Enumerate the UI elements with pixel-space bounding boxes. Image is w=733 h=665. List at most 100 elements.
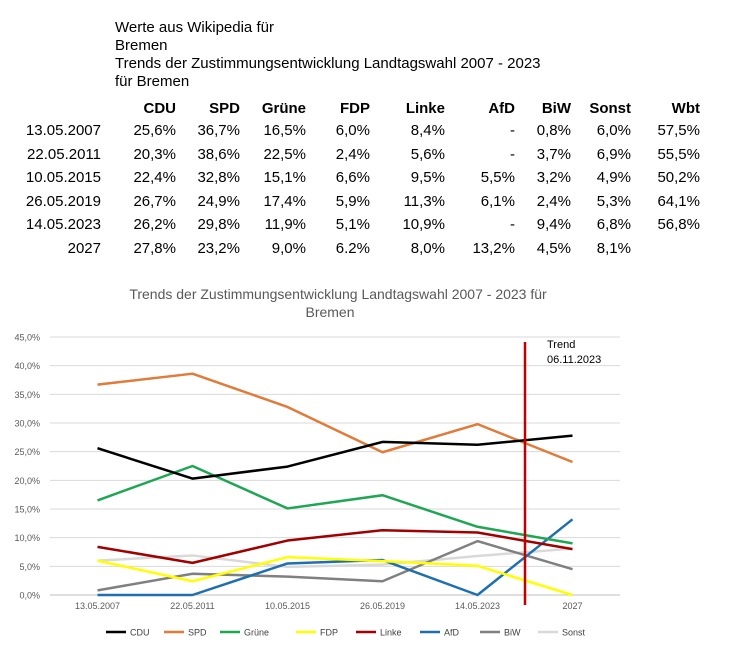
column-header: FDP (340, 99, 370, 117)
table-row: 14.05.2023 26,2% 29,8% 11,9% 5,1% 10,9% - 9,4% 6… (10, 213, 700, 237)
table-cell: 8,4% (410, 122, 445, 140)
table-cell: - (510, 122, 515, 140)
column-header: AfD (488, 99, 515, 117)
table-cell: 3,2% (536, 169, 571, 187)
series-line-linke (97, 528, 573, 565)
chart-title-line-2: Bremen (305, 304, 354, 320)
column-header: SPD (209, 99, 240, 117)
y-tick-label: 25,0% (14, 447, 40, 457)
table-cell: 11,9% (264, 216, 306, 234)
x-tick-label: 26.05.2019 (360, 601, 405, 611)
table-cell: 56,8% (657, 216, 700, 234)
y-tick-label: 20,0% (14, 476, 40, 486)
table-row: 10.05.2015 22,4% 32,8% 15,1% 6,6% 9,5% 5,5% 3,2… (10, 166, 700, 190)
y-tick-label: 10,0% (14, 533, 40, 543)
table-cell: 4,5% (536, 239, 571, 257)
table-cell: 38,6% (197, 145, 240, 163)
header-text: Werte aus Wikipedia für Bremen Trends de… (115, 19, 541, 91)
table-cell: 3,7% (536, 145, 571, 163)
table-cell: 16,5% (263, 122, 306, 140)
header-line-1: Werte aus Wikipedia für (115, 19, 274, 36)
table-cell: 29,8% (197, 216, 240, 234)
table-row: 13.05.2007 25,6% 36,7% 16,5% 6,0% 8,4% - 0,8% 6,… (10, 119, 700, 143)
series-line-sonst (97, 547, 573, 569)
column-header: CDU (143, 99, 177, 117)
series-line-spd (97, 372, 573, 464)
table-cell: 8,0% (410, 239, 445, 257)
table-cell: 55,5% (657, 145, 700, 163)
series-line-fdp (97, 555, 573, 597)
table-cell: 27,8% (133, 239, 176, 257)
table-cell: 13,2% (472, 239, 515, 257)
table-cell: 9,0% (271, 239, 306, 257)
table-cell: 24,9% (197, 192, 240, 210)
line-chart: Trends der Zustimmungsentwicklung Landta… (14, 286, 620, 638)
table-cell: 5,6% (410, 145, 445, 163)
legend-label-cdu: CDU (130, 628, 150, 638)
header-line-4: für Bremen (115, 73, 190, 90)
table-cell: 8,1% (596, 239, 631, 257)
x-tick-label: 13.05.2007 (75, 601, 120, 611)
table-cell: - (510, 216, 515, 234)
table-cell (631, 237, 700, 261)
trend-label-line-1: Trend (547, 339, 575, 351)
header-line-3: Trends der Zustimmungsentwicklung Landta… (115, 55, 541, 72)
table-cell: 22,4% (133, 169, 176, 187)
y-tick-label: 5,0% (19, 562, 40, 572)
table-header-row: CDU SPD Grüne FDP Linke AfD BiW Sonst Wb… (10, 97, 701, 119)
table-cell: 5,1% (335, 216, 370, 234)
legend-label-afd: AfD (444, 628, 460, 638)
y-tick-label: 35,0% (14, 390, 40, 400)
table-cell: 22,5% (263, 145, 306, 163)
table-cell: 11,3% (403, 192, 445, 210)
table-row: 26.05.2019 26,7% 24,9% 17,4% 5,9% 11,3% 6,1% 2,… (10, 190, 700, 214)
table-cell: 0,8% (536, 122, 571, 140)
table-cell: 6,9% (596, 145, 631, 163)
trend-label-line-2: 06.11.2023 (547, 354, 601, 366)
chart-title-line-1: Trends der Zustimmungsentwicklung Landta… (129, 286, 547, 302)
table-cell: 6,8% (596, 216, 631, 234)
y-tick-label: 15,0% (14, 505, 40, 515)
table-cell: 50,2% (657, 169, 700, 187)
table-header-corner (10, 97, 101, 119)
column-header: Linke (405, 99, 445, 117)
x-tick-label: 10.05.2015 (265, 601, 310, 611)
legend-label-grüne: Grüne (244, 628, 269, 638)
legend-label-linke: Linke (380, 628, 402, 638)
column-header: Grüne (261, 99, 306, 117)
row-date: 22.05.2011 (27, 145, 101, 163)
x-tick-label: 2027 (562, 601, 582, 611)
column-header: BiW (541, 99, 571, 117)
series-line-grüne (97, 464, 573, 545)
table-cell: 5,5% (480, 169, 515, 187)
table-cell: 26,2% (133, 216, 176, 234)
table-cell: 10,9% (402, 216, 445, 234)
table-cell: 17,4% (263, 192, 306, 210)
table-cell: 4,9% (596, 169, 631, 187)
y-tick-label: 30,0% (14, 419, 40, 429)
legend-label-biw: BiW (504, 628, 521, 638)
table-cell: 57,5% (657, 122, 700, 140)
data-table: CDU SPD Grüne FDP Linke AfD BiW Sonst Wb… (10, 97, 700, 260)
table-cell: 6,6% (335, 169, 370, 187)
y-tick-label: 0,0% (19, 591, 40, 601)
table-cell: 5,9% (335, 192, 370, 210)
table-cell: 6,0% (596, 122, 631, 140)
table-cell: 64,1% (657, 192, 700, 210)
table-cell: 2,4% (536, 192, 571, 210)
row-date: 26.05.2019 (25, 192, 101, 210)
series-line-afd (97, 518, 574, 597)
table-cell: - (510, 145, 515, 163)
x-tick-label: 14.05.2023 (455, 601, 500, 611)
table-cell: 2,4% (335, 145, 370, 163)
row-date: 13.05.2007 (25, 122, 101, 140)
legend-label-fdp: FDP (320, 628, 338, 638)
table-cell: 36,7% (197, 122, 240, 140)
row-date: 2027 (67, 239, 101, 257)
column-header: Wbt (671, 99, 700, 117)
x-tick-label: 22.05.2011 (170, 601, 214, 611)
table-cell: 9,5% (410, 169, 445, 187)
table-cell: 20,3% (133, 145, 176, 163)
table-cell: 5,3% (596, 192, 631, 210)
legend-label-spd: SPD (188, 628, 207, 638)
